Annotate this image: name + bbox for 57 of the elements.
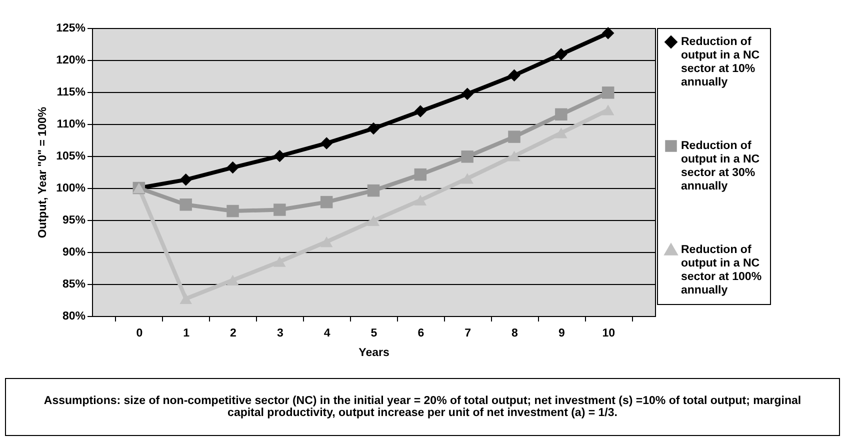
point (180, 198, 192, 211)
x-tick-label: 7 (464, 328, 472, 340)
point (180, 174, 192, 186)
point (602, 26, 614, 40)
x-tick-label: 8 (512, 328, 519, 340)
point (555, 48, 568, 60)
point (508, 150, 520, 162)
point (508, 130, 520, 143)
y-tick-label: 95% (62, 214, 86, 226)
x-tick-label: 1 (183, 328, 190, 340)
x-axis-title: Years (358, 347, 390, 359)
point (414, 105, 427, 118)
point (461, 173, 474, 184)
point (414, 168, 427, 181)
y-axis-title: Output, Year "0" = 100% (37, 106, 50, 238)
point (274, 150, 286, 162)
point (320, 236, 333, 248)
point (367, 184, 380, 197)
legend-label: Reduction of output in a NC sector at 100% annually (681, 244, 762, 296)
legend-label: Reduction of output in a NC sector at 10% annually (681, 36, 760, 88)
point (602, 104, 614, 116)
x-tick-label: 0 (136, 328, 143, 340)
y-tick-label: 80% (62, 310, 86, 322)
x-tick-label: 6 (418, 328, 424, 340)
point (367, 122, 380, 135)
x-tick-label: 5 (370, 328, 378, 340)
point (602, 86, 614, 99)
y-tick-label: 125% (56, 22, 86, 34)
point (555, 128, 568, 138)
point (226, 161, 239, 174)
x-tick-label: 2 (230, 328, 236, 340)
y-tick-label: 85% (62, 278, 86, 290)
x-tick-label: 4 (324, 328, 331, 340)
point (461, 150, 474, 163)
point (226, 204, 239, 218)
y-tick-label: 100% (56, 182, 86, 194)
text: Assumptions: size of non-competitive sector (NC) in the initial year = 20% of total output; net investment (s) =10% of total output; marginal capital productivity, output increase per unit of net investment (a) = 1/3. (42, 395, 802, 419)
point (226, 274, 239, 286)
point (414, 194, 427, 206)
y-tick-label: 120% (56, 54, 86, 66)
point (320, 137, 333, 150)
point (367, 215, 380, 226)
y-tick-label: 105% (56, 150, 86, 162)
y-tick-label: 115% (56, 86, 86, 98)
x-tick-label: 10 (602, 328, 615, 340)
point (320, 196, 333, 208)
point (274, 256, 286, 267)
point (461, 88, 474, 100)
legend-label: Reduction of output in a NC sector at 30% annually (681, 140, 760, 192)
point (180, 293, 192, 304)
point (508, 69, 520, 82)
point (274, 204, 286, 216)
x-tick-label: 3 (276, 328, 284, 340)
y-tick-label: 110% (56, 118, 86, 130)
y-tick-label: 90% (62, 246, 86, 258)
point (555, 108, 568, 121)
x-tick-label: 9 (558, 328, 565, 340)
